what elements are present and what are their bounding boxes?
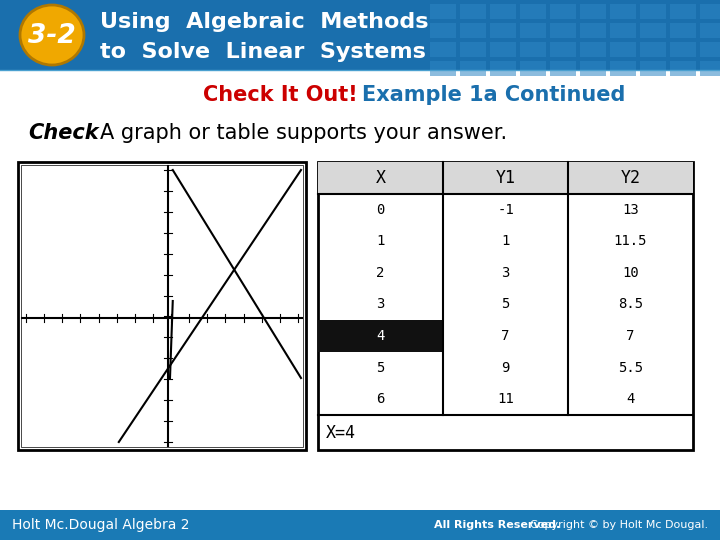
Bar [318,162,693,450]
Text: 4: 4 [377,329,384,343]
Bar [0,510,720,540]
Bar [640,42,666,57]
Bar [0,0,720,70]
Bar [670,61,696,76]
Text: 2: 2 [377,266,384,280]
Bar [610,23,636,38]
Text: 1: 1 [377,234,384,248]
Text: Copyright © by Holt Mc Dougal.: Copyright © by Holt Mc Dougal. [530,520,708,530]
Text: 5: 5 [501,298,510,312]
Bar [460,4,486,19]
Bar [430,23,456,38]
Bar [670,42,696,57]
Bar [18,162,306,450]
Text: 3: 3 [377,298,384,312]
Text: Y2: Y2 [621,169,641,187]
Bar [520,61,546,76]
Bar [610,42,636,57]
Text: 9: 9 [501,361,510,375]
Text: -1: -1 [497,203,514,217]
Bar [700,4,720,19]
Bar [460,42,486,57]
Text: 8.5: 8.5 [618,298,643,312]
Bar [670,23,696,38]
Bar [700,61,720,76]
Bar [700,42,720,57]
Text: 7: 7 [626,329,635,343]
Bar [610,61,636,76]
Bar [490,23,516,38]
Text: X=4: X=4 [326,423,356,442]
Text: 5: 5 [377,361,384,375]
Ellipse shape [20,5,84,65]
Bar [550,61,576,76]
Text: 11: 11 [497,392,514,406]
Bar [430,61,456,76]
Bar [670,4,696,19]
Bar [550,4,576,19]
Bar [490,4,516,19]
Bar [640,61,666,76]
Bar [640,23,666,38]
Text: Y1: Y1 [495,169,516,187]
Text: Check It Out!: Check It Out! [203,85,358,105]
Bar [640,4,666,19]
Bar [0,70,720,510]
Text: 5.5: 5.5 [618,361,643,375]
Bar [520,42,546,57]
Bar [520,23,546,38]
Bar [21,165,303,447]
Bar [580,4,606,19]
Text: 3-2: 3-2 [28,23,76,49]
Bar [490,42,516,57]
Bar [700,23,720,38]
Bar [520,4,546,19]
Text: 7: 7 [501,329,510,343]
Text: Check: Check [28,123,99,143]
Text: Example 1a Continued: Example 1a Continued [362,85,626,105]
Bar [580,23,606,38]
Text: Holt Mc.Dougal Algebra 2: Holt Mc.Dougal Algebra 2 [12,518,189,532]
Text: All Rights Reserved.: All Rights Reserved. [433,520,560,530]
Bar [490,61,516,76]
Bar [318,320,443,352]
Text: 10: 10 [622,266,639,280]
Text: 1: 1 [501,234,510,248]
Bar [460,23,486,38]
Text: 6: 6 [377,392,384,406]
Bar [580,42,606,57]
Text: 11.5: 11.5 [613,234,647,248]
Bar [550,42,576,57]
Text: 4: 4 [626,392,635,406]
Text: A graph or table supports your answer.: A graph or table supports your answer. [100,123,507,143]
Text: 0: 0 [377,203,384,217]
Text: 13: 13 [622,203,639,217]
Bar [460,61,486,76]
Bar [610,4,636,19]
Bar [580,61,606,76]
Text: X: X [376,169,385,187]
Text: 3: 3 [501,266,510,280]
Bar [430,4,456,19]
Text: to  Solve  Linear  Systems: to Solve Linear Systems [100,42,426,62]
Bar [550,23,576,38]
Bar [318,162,693,194]
Text: Using  Algebraic  Methods: Using Algebraic Methods [100,12,428,32]
Bar [430,42,456,57]
